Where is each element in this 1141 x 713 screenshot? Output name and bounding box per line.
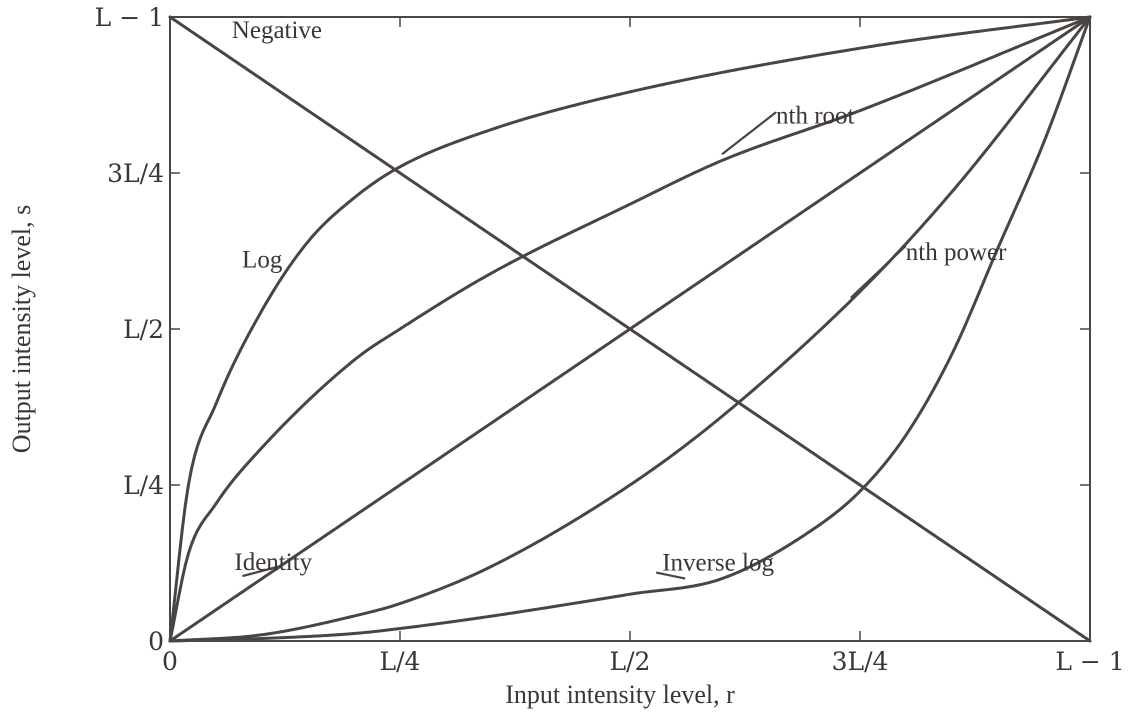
series-nth-power-line: [168, 15, 1092, 643]
ticks-layer: [170, 17, 1090, 641]
curve-label-negative: Negative: [232, 17, 322, 44]
x-tick-label: L/2: [610, 647, 651, 676]
curve-label-identity: Identity: [234, 549, 312, 576]
y-axis-title: Output intensity level, s: [7, 205, 36, 453]
y-tick-label: 0: [148, 627, 164, 656]
y-tick-label: L/2: [123, 315, 164, 344]
leader-line-nth-power: [850, 245, 907, 299]
series-nth-root-line: [168, 15, 1092, 643]
leader-line-identity: [242, 565, 281, 578]
leader-lines-layer: [242, 111, 907, 580]
y-tick-label: L/4: [123, 471, 164, 500]
leader-line-inverse-log: [655, 571, 686, 580]
leader-line-nth-root: [721, 111, 777, 156]
x-axis-title: Input intensity level, r: [505, 680, 735, 709]
series-log-line: [168, 15, 1092, 643]
series-inverse-log-line: [168, 15, 1092, 643]
y-tick-label: 3L/4: [107, 159, 164, 188]
curve-labels-layer: Negative Log nth root nth power Identity Inve…: [232, 17, 1007, 577]
x-tick-label: 3L/4: [832, 647, 889, 676]
series-identity-line: [168, 15, 1092, 643]
curve-label-log: Log: [242, 247, 283, 274]
curve-label-nth-root: nth root: [776, 102, 855, 129]
x-tick-label: 0: [162, 647, 178, 676]
curves-layer: [168, 15, 1092, 643]
curve-label-nth-power: nth power: [906, 239, 1007, 266]
y-tick-label: L − 1: [95, 3, 164, 32]
x-tick-label: L/4: [380, 647, 421, 676]
curve-label-inverse-log: Inverse log: [662, 550, 774, 577]
x-tick-label: L − 1: [1055, 647, 1124, 676]
tick-labels-layer: 0 L/4 L/2 3L/4 L − 1 0 L/4 L/2 3L/4 L − 1: [95, 3, 1125, 676]
